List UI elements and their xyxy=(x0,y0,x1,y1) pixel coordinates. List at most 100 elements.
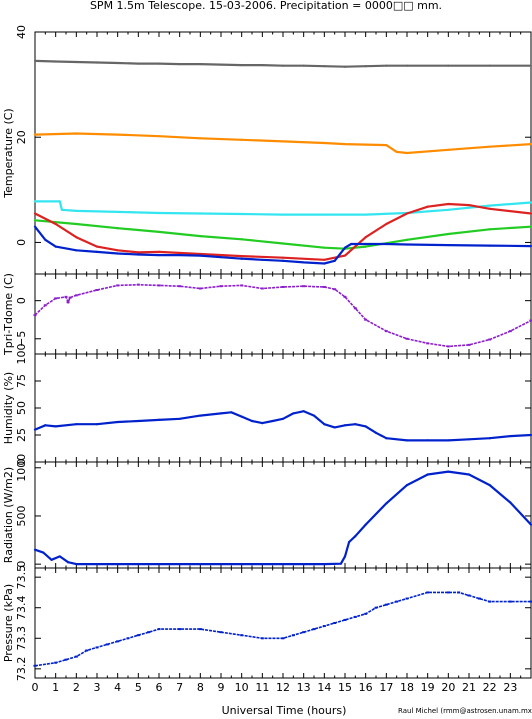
data-point xyxy=(364,245,367,248)
data-point xyxy=(292,412,295,415)
data-point xyxy=(447,470,450,473)
data-point xyxy=(33,314,37,317)
data-point xyxy=(126,637,130,640)
data-point xyxy=(405,212,409,215)
data-point xyxy=(447,64,450,67)
data-point xyxy=(302,410,305,413)
series-1 xyxy=(33,470,532,566)
y-tick-label: 20 xyxy=(15,130,28,144)
data-point xyxy=(529,201,532,204)
data-point xyxy=(199,212,202,215)
data-point xyxy=(343,295,347,298)
data-point xyxy=(281,64,285,67)
data-point xyxy=(64,295,68,298)
data-point xyxy=(157,563,161,566)
data-point xyxy=(75,132,78,135)
data-point xyxy=(95,646,99,649)
series-trace xyxy=(34,283,532,348)
data-point xyxy=(302,261,305,264)
data-point xyxy=(66,561,70,564)
y-tick-label: 0 xyxy=(15,561,28,568)
data-point xyxy=(467,343,471,346)
data-point xyxy=(219,256,223,259)
data-point xyxy=(323,65,326,68)
data-point xyxy=(105,643,109,646)
data-point xyxy=(323,563,326,566)
data-point xyxy=(508,330,512,333)
data-point xyxy=(271,419,274,423)
data-point xyxy=(302,631,306,634)
data-point xyxy=(157,253,161,257)
data-point xyxy=(58,555,61,558)
data-point xyxy=(323,213,326,216)
data-point xyxy=(157,418,161,421)
x-tick-label: 0 xyxy=(32,681,39,694)
data-point xyxy=(240,255,243,258)
data-point xyxy=(281,637,285,640)
data-point xyxy=(136,634,140,637)
data-point xyxy=(199,137,202,140)
data-point xyxy=(54,661,58,664)
data-point xyxy=(529,433,532,437)
data-point xyxy=(343,246,347,249)
data-point xyxy=(199,235,202,238)
x-tick-label: 17 xyxy=(379,681,393,694)
data-point xyxy=(33,428,37,431)
y-tick-label: 0 xyxy=(15,239,28,246)
data-point xyxy=(116,284,120,287)
y-tick-label: 73.2 xyxy=(15,657,28,682)
data-point xyxy=(374,431,378,434)
data-point xyxy=(44,238,47,241)
data-point xyxy=(312,628,316,631)
data-point xyxy=(395,150,398,154)
series-line xyxy=(34,132,532,155)
data-point xyxy=(509,434,512,438)
data-point xyxy=(75,563,78,566)
data-point xyxy=(33,59,37,63)
data-point xyxy=(529,319,532,322)
data-point xyxy=(477,597,481,600)
data-point xyxy=(529,245,532,248)
data-point xyxy=(488,228,491,231)
data-point xyxy=(33,212,37,215)
series-5 xyxy=(33,202,532,261)
data-point xyxy=(508,600,512,603)
data-point xyxy=(95,245,99,248)
x-tick-label: 16 xyxy=(359,681,373,694)
data-point xyxy=(157,62,161,65)
y-tick-label: 0 xyxy=(15,459,28,466)
data-point xyxy=(157,135,161,138)
data-point xyxy=(343,555,347,558)
y-tick-label: 73.5 xyxy=(15,565,28,590)
data-point xyxy=(529,64,532,67)
data-point xyxy=(343,142,347,146)
data-point xyxy=(137,419,140,423)
data-point xyxy=(137,62,140,65)
data-point xyxy=(488,204,491,207)
panel-frame xyxy=(34,31,532,275)
data-point xyxy=(281,256,285,259)
data-point xyxy=(75,209,78,212)
data-point xyxy=(240,238,243,241)
y-axis-label: Tpri-Tdome (C) xyxy=(2,273,15,356)
x-tick-label: 4 xyxy=(114,681,121,694)
data-point xyxy=(54,297,58,300)
x-tick-label: 21 xyxy=(462,681,476,694)
y-axis-label: Radiation (W/m2) xyxy=(2,467,15,563)
data-point xyxy=(199,414,202,417)
data-point xyxy=(136,283,140,286)
data-point xyxy=(426,205,429,208)
data-point xyxy=(426,342,430,345)
data-point xyxy=(116,563,119,566)
data-point xyxy=(54,222,57,226)
x-tick-label: 20 xyxy=(441,681,455,694)
data-point xyxy=(157,628,161,631)
figure-title: SPM 1.5m Telescope. 15-03-2006. Precipit… xyxy=(90,0,442,12)
data-point xyxy=(33,133,37,136)
series-line xyxy=(34,410,532,442)
data-point xyxy=(323,141,326,145)
data-point xyxy=(343,254,347,257)
x-tick-label: 3 xyxy=(94,681,101,694)
data-point xyxy=(178,417,181,420)
